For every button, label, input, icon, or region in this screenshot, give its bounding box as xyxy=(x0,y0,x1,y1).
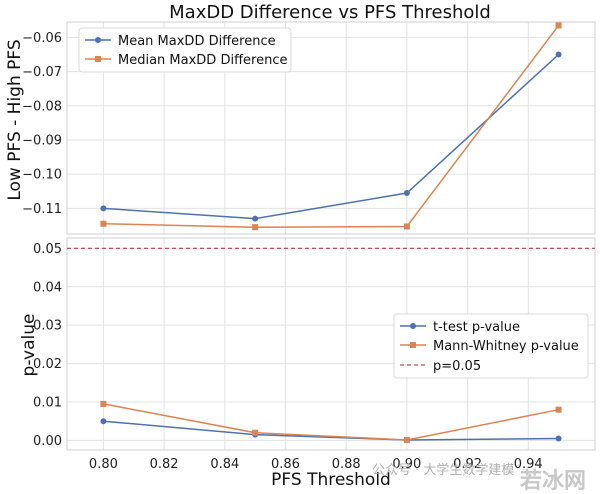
x-tick-label: 0.86 xyxy=(271,457,300,472)
x-tick-label: 0.80 xyxy=(89,457,118,472)
watermark-account-text: 公众号 · 大学生数学建模 xyxy=(372,462,514,478)
t-test-p-value-point xyxy=(555,435,562,442)
x-tick-label: 0.84 xyxy=(210,457,239,472)
legend-mannwhitney-marker xyxy=(410,342,416,348)
top-legend: Mean MaxDD Difference Median MaxDD Diffe… xyxy=(78,27,292,73)
legend-mean-maxdd-label: Mean MaxDD Difference xyxy=(118,34,276,49)
legend-median-maxdd-marker xyxy=(95,56,101,62)
bottom-legend-box xyxy=(393,313,589,379)
watermark-site-text: 若冰网 xyxy=(520,468,586,494)
median-maxdd-difference-point xyxy=(252,224,259,231)
median-maxdd-difference-point xyxy=(403,223,410,230)
legend-ttest-label: t-test p-value xyxy=(433,320,520,335)
mann-whitney-p-value-point xyxy=(100,400,107,407)
top-y-axis-label: Low PFS - High PFS xyxy=(5,39,25,200)
bottom-y-tick-label: 0.05 xyxy=(33,242,62,257)
pvalue-panel: p-value PFS Threshold 0.000.010.020.030.… xyxy=(19,237,596,490)
top-y-tick-labels: −0.11 −0.10 −0.09 −0.08 −0.07 −0.06 xyxy=(22,31,62,217)
mann-whitney-p-value-line xyxy=(103,403,559,441)
top-panel-frame xyxy=(66,21,596,235)
x-tick-label: 0.88 xyxy=(332,457,361,472)
bottom-y-axis-label: p-value xyxy=(19,314,39,377)
median-maxdd-difference-point xyxy=(100,220,107,227)
mann-whitney-p-value-point xyxy=(252,429,259,436)
t-test-p-value-point xyxy=(100,418,107,425)
mean-maxdd-difference-line xyxy=(103,53,560,220)
bottom-y-tick-label: 0.01 xyxy=(33,395,62,410)
median-maxdd-difference-point xyxy=(555,22,562,29)
mann-whitney-p-value-point xyxy=(403,437,410,444)
median-maxdd-difference-line xyxy=(103,24,560,228)
top-legend-box xyxy=(78,27,292,73)
x-tick-label: 0.82 xyxy=(150,457,179,472)
watermark: 公众号 · 大学生数学建模 若冰网 xyxy=(372,462,586,494)
bottom-y-tick-label: 0.00 xyxy=(33,434,62,449)
bottom-y-tick-label: 0.02 xyxy=(33,357,62,372)
bottom-y-tick-label: 0.03 xyxy=(33,319,62,334)
top-y-tick-label: −0.09 xyxy=(22,133,62,148)
mean-maxdd-difference-point xyxy=(555,51,562,58)
mann-whitney-p-value-point xyxy=(555,406,562,413)
bottom-series-group xyxy=(100,400,562,444)
mean-maxdd-difference-point xyxy=(252,215,259,222)
legend-mean-maxdd-marker xyxy=(95,37,101,43)
bottom-y-tick-label: 0.04 xyxy=(33,280,62,295)
legend-threshold-label: p=0.05 xyxy=(433,359,481,374)
t-test-p-value-line xyxy=(103,420,559,441)
legend-mannwhitney-label: Mann-Whitney p-value xyxy=(433,339,579,354)
bottom-legend: t-test p-value Mann-Whitney p-value p=0.… xyxy=(393,313,589,379)
top-y-tick-label: −0.10 xyxy=(22,168,62,183)
mean-maxdd-difference-point xyxy=(403,189,410,196)
x-tick-label: 0.94 xyxy=(514,457,543,472)
x-tick-label: 0.92 xyxy=(453,457,482,472)
x-axis-label: PFS Threshold xyxy=(271,470,391,490)
maxdd-panel: MaxDD Difference vs PFS Threshold Low PF… xyxy=(5,2,596,235)
top-y-tick-label: −0.08 xyxy=(22,99,62,114)
chart-title: MaxDD Difference vs PFS Threshold xyxy=(169,2,491,23)
bottom-panel-frame xyxy=(66,237,596,451)
legend-median-maxdd-label: Median MaxDD Difference xyxy=(118,53,287,68)
top-y-tick-label: −0.11 xyxy=(22,202,62,217)
top-y-tick-label: −0.07 xyxy=(22,65,62,80)
legend-ttest-marker xyxy=(410,323,416,329)
bottom-y-tick-labels: 0.00 0.01 0.02 0.03 0.04 0.05 xyxy=(33,242,62,449)
top-series-group xyxy=(100,22,562,231)
bottom-x-tick-labels: 0.80 0.82 0.84 0.86 0.88 0.90 0.92 0.94 xyxy=(89,457,543,472)
top-y-tick-label: −0.06 xyxy=(22,31,62,46)
mean-maxdd-difference-point xyxy=(100,205,107,212)
x-tick-label: 0.90 xyxy=(392,457,421,472)
